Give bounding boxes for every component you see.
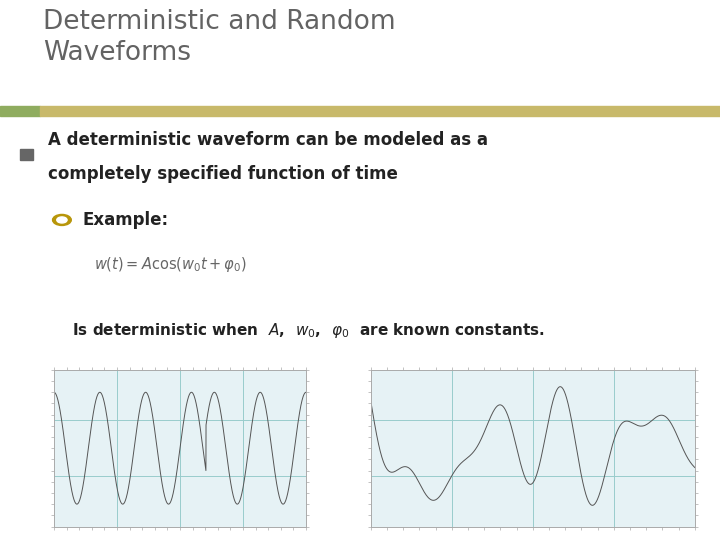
Text: completely specified function of time: completely specified function of time: [48, 165, 397, 183]
Circle shape: [57, 217, 67, 223]
Circle shape: [53, 214, 71, 226]
Text: A deterministic waveform can be modeled as a: A deterministic waveform can be modeled …: [48, 131, 487, 149]
Text: Example:: Example:: [82, 211, 168, 229]
FancyBboxPatch shape: [20, 149, 33, 159]
Bar: [0, 106, 40, 116]
Text: $w(t) = A\cos(w_0t + \varphi_0)$: $w(t) = A\cos(w_0t + \varphi_0)$: [94, 255, 246, 274]
Text: Deterministic and Random
Waveforms: Deterministic and Random Waveforms: [43, 9, 396, 66]
Text: Is deterministic when  $A$,  $w_0$,  $\varphi_0$  are known constants.: Is deterministic when $A$, $w_0$, $\varp…: [72, 321, 545, 340]
